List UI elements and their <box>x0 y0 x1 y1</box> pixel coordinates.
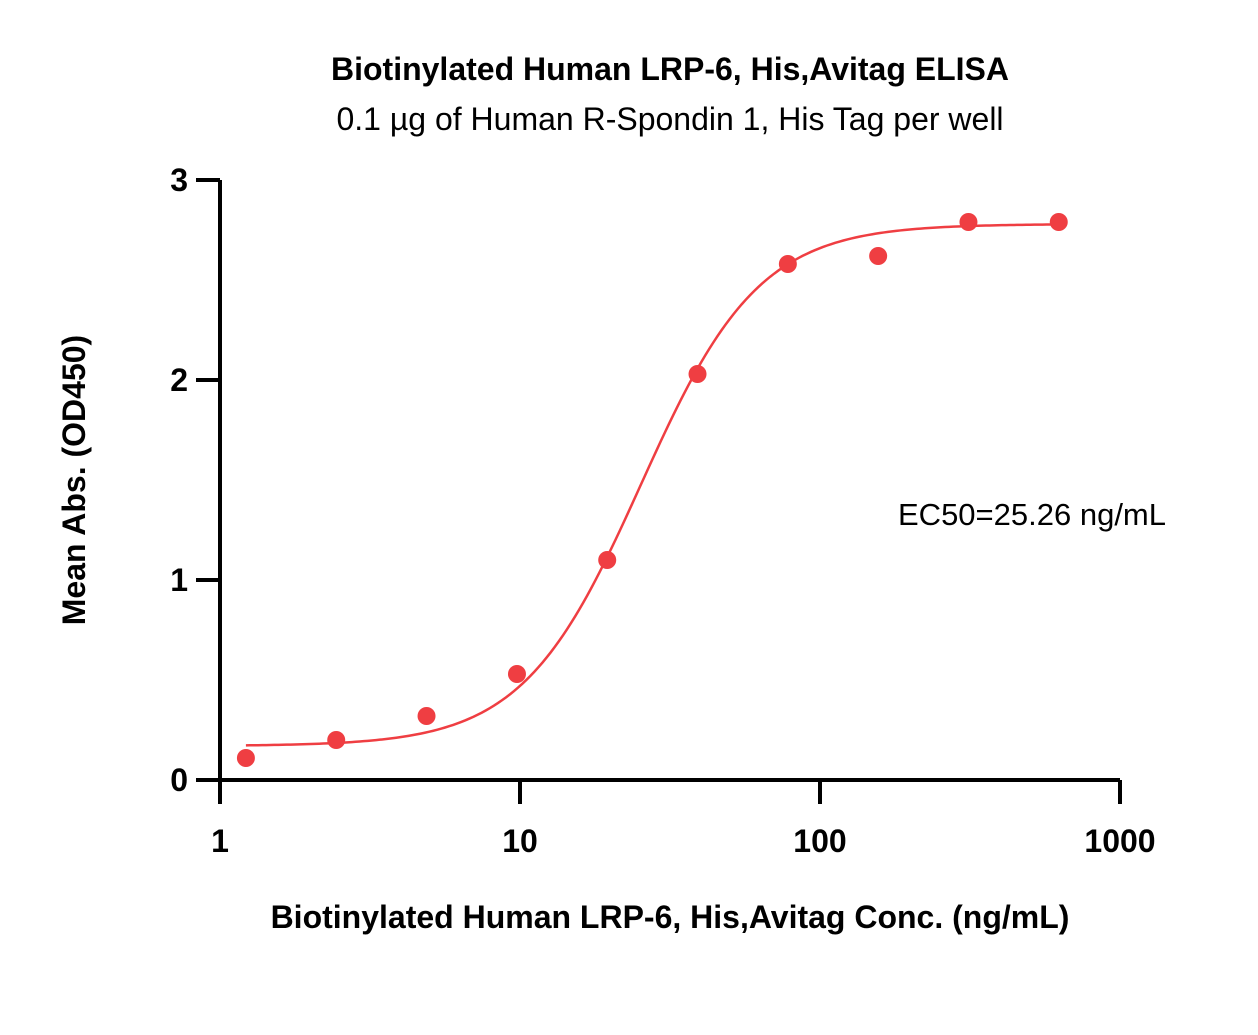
x-tick-label: 1 <box>211 823 229 859</box>
data-point <box>778 255 797 273</box>
x-tick-label: 1000 <box>1084 823 1155 859</box>
data-point <box>507 665 526 683</box>
fit-curve-line <box>245 223 1059 747</box>
chart-title: Biotinylated Human LRP-6, His,Avitag ELI… <box>331 51 1009 87</box>
data-point <box>417 707 436 725</box>
x-tick-label: 100 <box>793 823 846 859</box>
y-tick-label: 0 <box>170 762 188 798</box>
data-points <box>236 213 1068 767</box>
y-tick-label: 2 <box>170 362 188 398</box>
y-tick-label: 3 <box>170 162 188 198</box>
fit-curve <box>245 223 1059 747</box>
data-point <box>688 365 707 383</box>
x-tick-label: 10 <box>502 823 538 859</box>
data-point <box>236 749 255 767</box>
data-point <box>327 731 346 749</box>
y-axis-label: Mean Abs. (OD450) <box>56 335 92 625</box>
y-tick-label: 1 <box>170 562 188 598</box>
data-point <box>1049 213 1068 231</box>
data-point <box>598 551 617 569</box>
ec50-annotation: EC50=25.26 ng/mL <box>898 497 1166 532</box>
x-axis-label: Biotinylated Human LRP-6, His,Avitag Con… <box>271 899 1070 935</box>
data-point <box>959 213 978 231</box>
data-point <box>869 247 888 265</box>
chart-subtitle: 0.1 µg of Human R-Spondin 1, His Tag per… <box>336 101 1003 137</box>
